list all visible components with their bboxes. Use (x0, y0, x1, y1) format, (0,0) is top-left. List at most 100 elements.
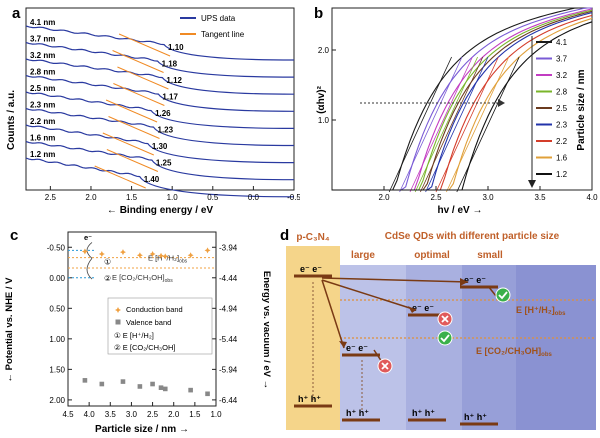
panel-b-legend-title: Particle size / nm (576, 69, 587, 150)
cross-icon (377, 358, 393, 374)
pc3n4-electrons: e⁻ e⁻ (300, 264, 322, 274)
panel-c-ylabel-right: Energy vs. vacuum / eV → (261, 271, 272, 389)
valence-band-point (137, 384, 143, 389)
panel-d-band-scheme: d CdSe QDs with different particle size … (280, 227, 596, 430)
y-tick-label-left: 0.50 (49, 304, 65, 313)
tangent-line (112, 50, 164, 73)
tauc-curve (332, 7, 592, 191)
tangent-line (113, 83, 165, 106)
valence-band-point (150, 381, 155, 387)
x-tick-label: 1.5 (126, 193, 138, 202)
panel-c-band-positions-chart: c ← Potential vs. NHE / V Energy vs. vac… (4, 227, 272, 435)
y-tick-label-left: 2.00 (49, 396, 65, 405)
panel-d-title: CdSe QDs with different particle size (385, 231, 560, 242)
circle-mark-2: ② (104, 274, 111, 283)
x-tick-label: 0.0 (248, 193, 260, 202)
legend-tangent-line: Tangent line (201, 30, 245, 39)
valence-band-point (205, 391, 210, 397)
x-tick-label: 3.0 (482, 193, 494, 202)
tauc-curve (332, 10, 593, 191)
pc3n4-holes: h⁺ h⁺ (298, 394, 321, 404)
conduction-band-point (98, 250, 105, 257)
panel-a-letter: a (12, 5, 21, 22)
y-tick-label-right: -5.44 (219, 335, 238, 344)
x-tick-label: 4.5 (62, 410, 74, 419)
size-label: 3.2 nm (30, 51, 55, 60)
legend-circled-2: ② E [CO₂/CH₃OH] (114, 343, 175, 352)
legend-conduction-band: Conduction band (126, 305, 183, 314)
x-tick-label: 2.5 (45, 193, 57, 202)
legend-size-label: 4.1 (556, 38, 568, 47)
tauc-tangent (399, 56, 463, 193)
tangent-line (108, 116, 160, 139)
tauc-curve (332, 9, 593, 191)
large-electrons: e⁻ e⁻ (346, 343, 368, 353)
small-holes: h⁺ h⁺ (464, 412, 487, 422)
ups-curve (25, 74, 295, 112)
size-label: 2.5 nm (30, 84, 55, 93)
size-label: 2.2 nm (30, 117, 55, 126)
conduction-band-point (136, 252, 143, 259)
x-tick-label: 2.5 (430, 193, 442, 202)
onset-label: 1.40 (144, 175, 160, 184)
panel-b-xticks: 2.0 2.5 3.0 3.5 4.0 (378, 186, 598, 202)
right-column (516, 265, 596, 430)
panel-b-letter: b (314, 5, 323, 22)
panel-b-size-legend: 4.1 3.7 3.2 2.8 2.5 2.3 2.2 1.6 1.2 (528, 36, 568, 188)
panel-a-frame (25, 7, 295, 191)
h2-reference-label: E [H⁺/H₂]obs (516, 305, 566, 317)
panel-c-frame (67, 231, 217, 407)
small-label: small (477, 250, 503, 261)
small-electrons: e⁻ e⁻ (464, 275, 486, 285)
panel-c-ylabel-left: ← Potential vs. NHE / V (4, 277, 15, 383)
x-tick-label: 3.5 (105, 410, 117, 419)
panel-a-ups-chart: a Counts / a.u. 4.1 nm 1.10 3.7 nm 1.18 3.2 … (6, 5, 300, 216)
ups-curve (25, 91, 295, 129)
tangent-line (105, 99, 158, 123)
tangent-line (118, 33, 171, 57)
co2-annotation: E [CO₂/CH₃OH]obs (112, 273, 173, 284)
size-label: 2.8 nm (30, 68, 55, 77)
optimal-holes: h⁺ h⁺ (412, 408, 435, 418)
tauc-tangent (456, 56, 520, 193)
tauc-tangent (446, 56, 510, 193)
valence-band-point (158, 385, 164, 390)
co2-reference-label: E [CO₂/CH₃OH]obs (476, 346, 553, 358)
conduction-band-point (81, 248, 88, 255)
tauc-curve (332, 8, 593, 191)
optimal-electrons: e⁻ e⁻ (412, 303, 434, 313)
cross-icon (437, 311, 453, 327)
conduction-band-point (158, 252, 165, 259)
x-tick-label: 0.5 (207, 193, 219, 202)
y-tick-label-right: -4.44 (219, 274, 238, 283)
pc3n4-label: p-C₃N₄ (296, 232, 330, 243)
panel-a-ylabel: Counts / a.u. (6, 90, 17, 150)
panel-b-xlabel: hv / eV → (437, 205, 482, 216)
tauc-tangent (420, 56, 484, 193)
valence-band-point (82, 378, 88, 383)
onset-label: 1.17 (162, 93, 178, 102)
legend-size-label: 1.6 (556, 154, 568, 163)
tauc-tangent (425, 56, 489, 193)
panel-b-ylabel: (αhv)² (316, 85, 327, 113)
y-tick-label-right: -4.94 (219, 304, 238, 313)
size-label: 4.1 nm (30, 18, 55, 27)
onset-label: 1.30 (152, 142, 168, 151)
x-tick-label: 2.0 (85, 193, 97, 202)
conduction-band-point (204, 247, 211, 254)
legend-size-label: 3.7 (556, 55, 568, 64)
onset-label: 1.23 (158, 126, 174, 135)
tauc-tangent (409, 56, 473, 193)
tangent-line (117, 66, 169, 90)
x-tick-label: 1.5 (189, 410, 201, 419)
panel-a-curves (25, 25, 295, 198)
y-tick-label: 1.0 (318, 116, 330, 125)
h2-annotation: E [H⁺/H₂]obs (148, 254, 188, 265)
x-tick-label: 2.0 (378, 193, 390, 202)
large-holes: h⁺ h⁺ (346, 408, 369, 418)
legend-valence-band: Valence band (126, 318, 171, 327)
conduction-band-point (162, 253, 169, 260)
tangent-line (94, 165, 146, 189)
size-label: 3.7 nm (30, 35, 55, 44)
size-label: 1.6 nm (30, 134, 55, 143)
